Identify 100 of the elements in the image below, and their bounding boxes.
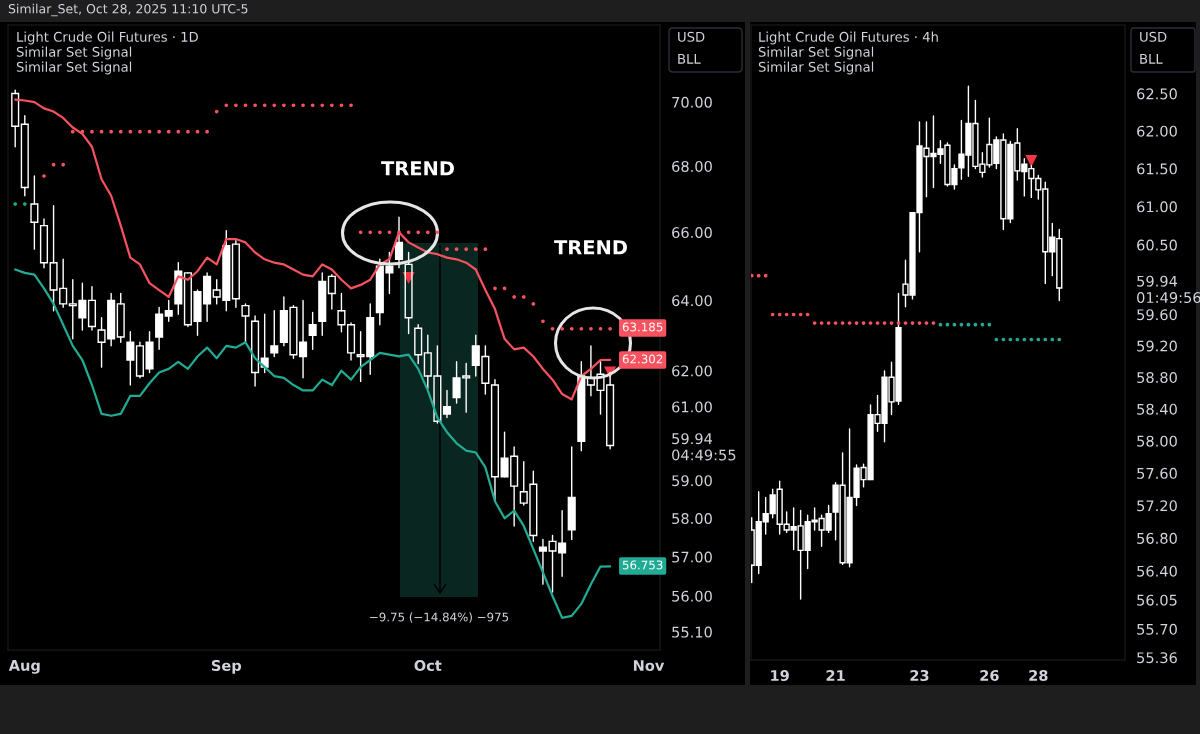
- point: [531, 302, 536, 306]
- y-tick-label: 62.00: [1137, 125, 1177, 137]
- candlestick: [442, 389, 452, 419]
- point: [358, 230, 363, 235]
- point: [406, 230, 411, 235]
- point: [1029, 337, 1034, 342]
- point: [521, 295, 526, 299]
- point: [397, 230, 401, 235]
- candlestick: [11, 89, 20, 148]
- point: [70, 129, 75, 134]
- candlestick: [30, 175, 39, 250]
- annotation: 62.302: [622, 354, 663, 364]
- point: [889, 321, 894, 325]
- candlestick: [490, 378, 500, 502]
- y-tick-label: 59.94 04:49:55: [672, 433, 736, 461]
- point: [425, 230, 430, 235]
- annotation: Similar Set Signal: [16, 61, 132, 75]
- point: [330, 103, 334, 108]
- y-tick-label: 60.50: [1137, 239, 1177, 251]
- point: [854, 321, 859, 325]
- point: [205, 129, 209, 134]
- point: [435, 230, 440, 235]
- candlestick: [39, 218, 49, 269]
- y-tick-label: 55.10: [672, 626, 712, 638]
- point: [339, 103, 344, 108]
- point: [833, 321, 838, 325]
- point: [1057, 337, 1062, 342]
- point: [349, 103, 353, 108]
- y-tick-label: 56.80: [1137, 532, 1177, 544]
- text: Similar_Set, Oct 28, 2025 11:10 UTC-5: [8, 3, 248, 17]
- point: [1036, 337, 1041, 342]
- annotation: Similar Set Signal: [758, 46, 874, 60]
- point: [819, 321, 824, 325]
- point: [157, 129, 161, 134]
- point: [109, 129, 113, 134]
- point: [473, 247, 478, 251]
- point: [301, 103, 305, 108]
- point: [589, 326, 593, 331]
- y-tick-label: 59.94 01:49:56: [1137, 275, 1200, 304]
- point: [847, 321, 852, 325]
- y-tick-label: 56.00: [672, 590, 712, 602]
- candlestick: [241, 303, 250, 344]
- annotation: 63.185: [622, 322, 663, 332]
- point: [42, 174, 46, 178]
- point: [598, 326, 603, 331]
- text: USD: [1140, 31, 1167, 42]
- point: [882, 321, 887, 325]
- y-tick-label: 61.00: [1137, 201, 1177, 213]
- point: [253, 103, 257, 108]
- point: [377, 230, 382, 235]
- x-tick-label: Nov: [633, 660, 665, 672]
- point: [560, 326, 564, 331]
- point: [1022, 337, 1027, 342]
- point: [243, 103, 248, 108]
- point: [903, 321, 908, 325]
- y-tick-label: 59.00: [672, 475, 712, 487]
- y-tick-label: 59.20: [1137, 340, 1177, 352]
- point: [569, 326, 574, 331]
- text: BLL: [678, 54, 701, 64]
- point: [291, 103, 296, 108]
- y-tick-label: 58.40: [1137, 403, 1177, 415]
- text: USD: [678, 31, 705, 42]
- x-tick-label: 19: [771, 669, 789, 682]
- y-tick-label: 57.60: [1137, 467, 1177, 479]
- x-tick-label: 28: [1029, 669, 1048, 682]
- candlestick: [155, 306, 164, 351]
- y-tick-label: 62.50: [1137, 88, 1177, 100]
- point: [826, 321, 831, 325]
- y-tick-label: 62.00: [672, 365, 712, 377]
- candlestick: [126, 331, 135, 386]
- y-tick-label: 58.80: [1137, 372, 1177, 384]
- point: [608, 326, 612, 331]
- point: [861, 321, 866, 325]
- annotation: Similar Set Signal: [758, 61, 874, 75]
- candlestick: [346, 322, 356, 361]
- candlestick: [337, 292, 346, 333]
- point: [90, 129, 94, 134]
- candlestick: [270, 310, 279, 358]
- point: [22, 202, 27, 206]
- chart-title: Light Crude Oil Futures · 1D: [17, 31, 198, 45]
- annotation: 56.753: [622, 560, 663, 570]
- point: [387, 230, 392, 235]
- point: [464, 247, 469, 251]
- candlestick: [394, 216, 404, 269]
- point: [868, 321, 873, 325]
- candlestick: [577, 361, 586, 452]
- point: [910, 321, 915, 325]
- x-tick-label: 21: [826, 669, 845, 681]
- point: [282, 103, 286, 108]
- point: [445, 247, 449, 251]
- point: [234, 103, 238, 108]
- point: [812, 321, 817, 325]
- y-tick-label: 55.36: [1137, 652, 1177, 664]
- y-tick-label: 57.20: [1137, 500, 1177, 512]
- y-tick-label: 66.00: [672, 227, 712, 239]
- point: [272, 103, 277, 108]
- x-tick-label: 26: [980, 669, 999, 682]
- point: [416, 230, 421, 235]
- point: [214, 109, 219, 114]
- y-tick-label: 70.00: [672, 96, 712, 108]
